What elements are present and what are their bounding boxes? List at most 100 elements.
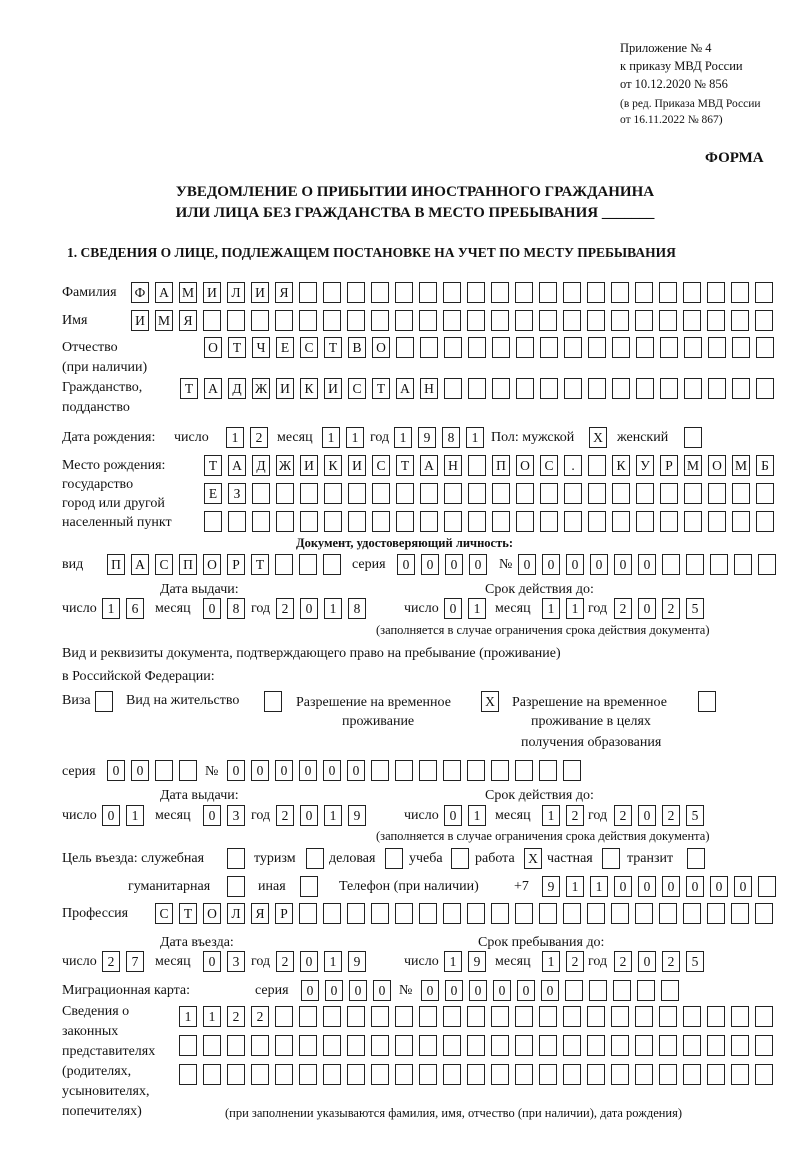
char-box[interactable] — [756, 378, 774, 399]
char-box[interactable] — [275, 1006, 293, 1027]
char-box[interactable] — [251, 1035, 269, 1056]
char-box[interactable] — [683, 310, 701, 331]
char-box[interactable] — [228, 511, 246, 532]
char-box[interactable] — [539, 310, 557, 331]
char-box[interactable] — [587, 1006, 605, 1027]
char-box[interactable]: 3 — [227, 951, 245, 972]
char-box[interactable]: П — [492, 455, 510, 476]
char-box[interactable] — [636, 378, 654, 399]
char-box[interactable]: Т — [204, 455, 222, 476]
char-box[interactable] — [731, 1035, 749, 1056]
char-box[interactable] — [613, 980, 631, 1001]
char-box[interactable] — [179, 760, 197, 781]
char-box[interactable]: Н — [444, 455, 462, 476]
char-box[interactable] — [204, 511, 222, 532]
char-box[interactable]: 2 — [662, 805, 680, 826]
char-box[interactable]: 1 — [542, 598, 560, 619]
char-box[interactable] — [299, 903, 317, 924]
char-box[interactable]: 0 — [734, 876, 752, 897]
char-box[interactable]: П — [179, 554, 197, 575]
char-box[interactable]: 0 — [469, 980, 487, 1001]
char-box[interactable] — [347, 1064, 365, 1085]
char-box[interactable]: 1 — [444, 951, 462, 972]
char-box[interactable] — [540, 337, 558, 358]
char-box[interactable] — [539, 903, 557, 924]
char-box[interactable] — [372, 511, 390, 532]
char-box[interactable] — [588, 511, 606, 532]
char-box[interactable] — [515, 1035, 533, 1056]
char-box[interactable] — [635, 903, 653, 924]
char-box[interactable] — [637, 980, 655, 1001]
char-box[interactable] — [467, 1035, 485, 1056]
char-box[interactable] — [276, 483, 294, 504]
char-box[interactable] — [708, 511, 726, 532]
char-box[interactable]: 1 — [126, 805, 144, 826]
char-box[interactable] — [371, 1035, 389, 1056]
char-box[interactable]: 1 — [324, 598, 342, 619]
char-box[interactable]: А — [155, 282, 173, 303]
char-box[interactable]: 8 — [442, 427, 460, 448]
char-box[interactable]: 2 — [662, 951, 680, 972]
char-box[interactable]: 3 — [227, 805, 245, 826]
char-box[interactable] — [588, 337, 606, 358]
char-box[interactable]: Т — [251, 554, 269, 575]
char-box[interactable] — [755, 1035, 773, 1056]
char-box[interactable]: И — [251, 282, 269, 303]
char-box[interactable]: А — [420, 455, 438, 476]
char-box[interactable] — [443, 1006, 461, 1027]
char-box[interactable]: 2 — [566, 805, 584, 826]
char-box[interactable]: Р — [275, 903, 293, 924]
char-box[interactable] — [372, 483, 390, 504]
char-box[interactable]: 2 — [276, 805, 294, 826]
char-box[interactable] — [420, 511, 438, 532]
char-box[interactable] — [758, 876, 776, 897]
char-box[interactable]: 0 — [421, 554, 439, 575]
char-box[interactable]: С — [155, 554, 173, 575]
char-box[interactable]: 0 — [227, 760, 245, 781]
char-box[interactable] — [203, 310, 221, 331]
char-box[interactable]: Б — [756, 455, 774, 476]
char-box[interactable]: И — [348, 455, 366, 476]
char-box[interactable]: 0 — [710, 876, 728, 897]
char-box[interactable]: 1 — [542, 951, 560, 972]
char-box[interactable]: 5 — [686, 951, 704, 972]
char-box[interactable] — [758, 554, 776, 575]
char-box[interactable]: 0 — [373, 980, 391, 1001]
char-box[interactable] — [659, 1006, 677, 1027]
char-box[interactable]: 0 — [566, 554, 584, 575]
char-box[interactable] — [275, 1064, 293, 1085]
char-box[interactable] — [698, 691, 716, 712]
char-box[interactable] — [540, 511, 558, 532]
char-box[interactable]: О — [203, 903, 221, 924]
char-box[interactable] — [491, 282, 509, 303]
char-box[interactable] — [443, 282, 461, 303]
char-box[interactable] — [395, 1035, 413, 1056]
char-box[interactable] — [419, 1006, 437, 1027]
char-box[interactable] — [515, 310, 533, 331]
char-box[interactable]: 5 — [686, 598, 704, 619]
char-box[interactable] — [755, 1064, 773, 1085]
char-box[interactable]: 0 — [349, 980, 367, 1001]
char-box[interactable]: 0 — [300, 951, 318, 972]
char-box[interactable] — [252, 483, 270, 504]
char-box[interactable] — [299, 1064, 317, 1085]
char-box[interactable] — [539, 1064, 557, 1085]
char-box[interactable] — [660, 483, 678, 504]
char-box[interactable]: 2 — [276, 951, 294, 972]
char-box[interactable]: 2 — [566, 951, 584, 972]
char-box[interactable] — [275, 310, 293, 331]
char-box[interactable] — [443, 760, 461, 781]
char-box[interactable] — [371, 282, 389, 303]
char-box[interactable] — [684, 378, 702, 399]
char-box[interactable]: 1 — [394, 427, 412, 448]
char-box[interactable] — [491, 1035, 509, 1056]
char-box[interactable] — [275, 1035, 293, 1056]
char-box[interactable] — [564, 337, 582, 358]
char-box[interactable]: 0 — [517, 980, 535, 1001]
char-box[interactable] — [203, 1064, 221, 1085]
char-box[interactable] — [563, 310, 581, 331]
char-box[interactable]: Ж — [252, 378, 270, 399]
char-box[interactable] — [611, 1064, 629, 1085]
char-box[interactable] — [491, 903, 509, 924]
char-box[interactable] — [451, 848, 469, 869]
